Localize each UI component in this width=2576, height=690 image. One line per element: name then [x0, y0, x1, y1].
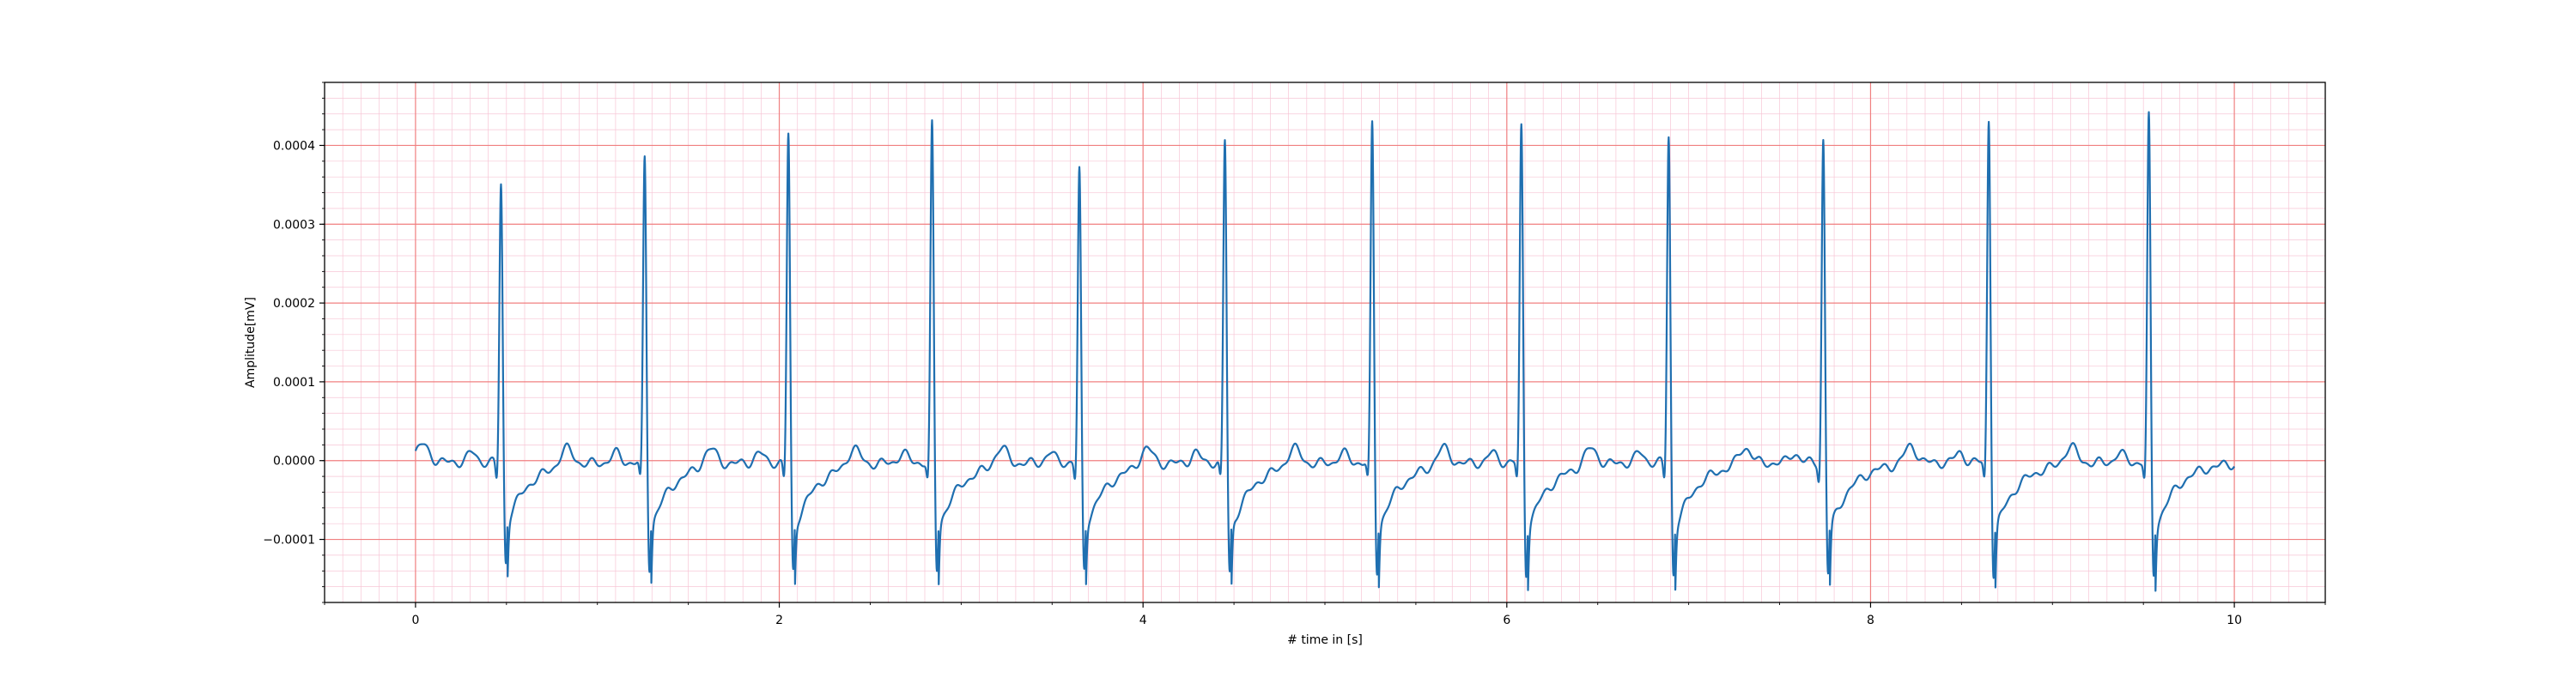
x-axis-label: # time in [s]: [1287, 633, 1363, 647]
x-axis-ticks: 0 2 4 6 8 10: [324, 602, 2326, 627]
y-tick-label: 0.0003: [273, 218, 315, 232]
y-tick-label: 0.0002: [273, 297, 315, 311]
x-tick-label: 6: [1503, 614, 1510, 627]
y-axis-label: Amplitude[mV]: [244, 297, 258, 388]
y-axis-ticks: −0.0001 0.0000 0.0001 0.0002 0.0003 0.0004: [263, 82, 325, 603]
ecg-signal-line: [414, 111, 2236, 592]
minor-grid: [324, 82, 2326, 603]
x-tick-label: 2: [775, 614, 783, 627]
x-tick-label: 8: [1867, 614, 1874, 627]
x-tick-label: 10: [2227, 614, 2242, 627]
y-tick-label: 0.0000: [273, 455, 315, 469]
y-tick-label: 0.0001: [273, 376, 315, 390]
x-tick-label: 0: [411, 614, 419, 627]
y-tick-label: 0.0004: [273, 139, 315, 153]
x-tick-label: 4: [1139, 614, 1147, 627]
series-group: [414, 111, 2236, 592]
y-tick-label: −0.0001: [263, 534, 315, 548]
